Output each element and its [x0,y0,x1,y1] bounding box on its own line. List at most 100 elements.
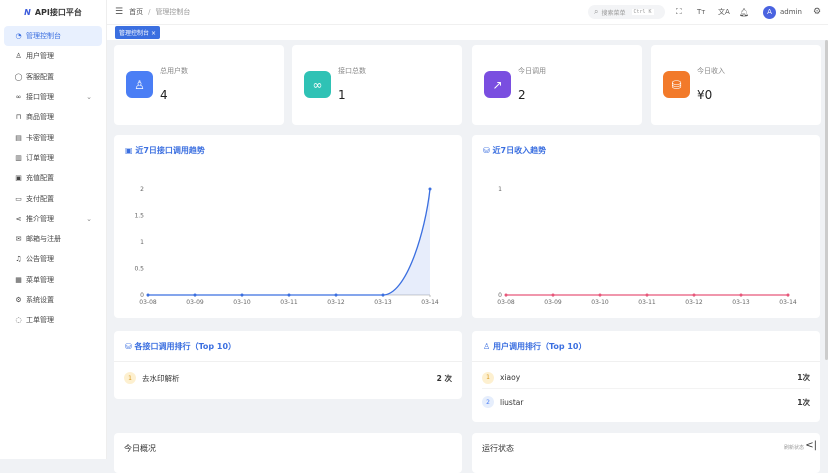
sidebar-item-13[interactable]: ⚙ 系统设置 [4,290,102,310]
sidebar-item-label: 充值配置 [26,174,54,183]
avatar[interactable]: A [763,5,776,19]
card-key-icon: ▤ [15,133,22,142]
data-point [692,293,696,297]
database-icon: ⛁ [125,342,132,351]
sidebar-item-label: 用户管理 [26,52,54,61]
sidebar-item-6[interactable]: ▥ 订单管理 [4,148,102,168]
y-tick-label: 1.5 [134,213,144,220]
api-rank-card: ⛁ 各接口调用排行（Top 10） 1 去水印解析 2 次 [114,331,462,399]
call-count: 1次 [797,373,810,382]
x-tick-label: 03-12 [327,299,345,306]
sidebar-item-label: 邮箱与注册 [26,235,61,244]
tab-dashboard[interactable]: 管理控制台 × [115,26,160,39]
sidebar-item-0[interactable]: ◔ 管理控制台 [4,26,102,47]
calls-chart: 0 0.5 1 1.5 2 03-08 03-09 03-10 03-11 03-12 03-13 0… [134,186,439,306]
sidebar-item-label: 商品管理 [26,113,54,122]
series-area [148,189,430,295]
user-icon: ♙ [126,71,153,98]
api-name: 去水印解析 [142,373,180,383]
x-tick-label: 03-10 [591,299,609,306]
close-icon[interactable]: × [150,30,156,37]
x-tick-label: 03-12 [685,299,703,306]
sidebar-item-1[interactable]: ♙ 用户管理 [4,46,102,66]
y-tick-label: 0 [498,292,502,299]
collapse-icon[interactable]: <| [805,440,817,451]
sidebar-item-9[interactable]: ⋖ 推介管理 ⌄ [4,209,102,229]
sidebar-item-10[interactable]: ✉ 邮箱与注册 [4,229,102,249]
sidebar-item-label: 订单管理 [26,153,54,162]
y-tick-label: 1 [140,239,144,246]
bell-icon[interactable]: 🔔︎ [739,7,750,17]
stat-label: 总用户数 [160,67,188,75]
search-box[interactable]: ⌕ 搜索菜单 Ctrl K [588,5,665,19]
data-point [645,293,649,297]
rank-badge: 2 [482,396,494,408]
scrollbar[interactable] [825,40,828,360]
x-tick-label: 03-14 [421,299,439,306]
translate-icon[interactable]: 文A [718,8,730,16]
user-icon: ♙ [15,52,22,61]
chevron-down-icon[interactable]: ⌄ [86,214,92,223]
sidebar-item-12[interactable]: ▦ 菜单管理 [4,270,102,290]
sidebar-item-2[interactable]: ◯ 客服配置 [4,67,102,87]
stat-card: ↗ 今日调用 2 [472,45,642,125]
sidebar-item-14[interactable]: ◌ 工单管理 [4,310,102,330]
chevron-down-icon[interactable]: ⌄ [86,93,92,102]
x-tick-label: 03-11 [638,299,656,306]
x-tick-label: 03-08 [497,299,515,306]
sidebar-item-11[interactable]: ♫ 公告管理 [4,249,102,269]
income-chart-card: ⛁ 近7日收入趋势 0 1 03-08 03-09 03-10 03-11 03-12 03-… [472,135,820,318]
today-overview-card: 今日概况 [114,433,462,473]
user-name: xiaoy [500,373,521,382]
fullscreen-icon[interactable]: ⛶ [676,7,682,16]
sidebar-item-4[interactable]: ⊓ 商品管理 [4,107,102,127]
sidebar-item-label: 支付配置 [26,194,54,203]
today-overview-title: 今日概况 [124,444,156,453]
sidebar-item-7[interactable]: ▣ 充值配置 [4,168,102,188]
rank-badge: 1 [124,372,136,384]
order-icon: ▥ [15,153,22,162]
breadcrumb-home[interactable]: 首页 [129,8,144,16]
chart-icon: ▣ [125,146,133,155]
menu-toggle-icon[interactable]: ☰ [115,7,124,17]
sidebar-item-label: 卡密管理 [26,133,54,142]
username[interactable]: admin [780,8,802,16]
grid-icon: ▦ [15,275,22,284]
stat-value: 1 [338,88,346,102]
data-point [240,293,244,297]
stat-label: 今日调用 [518,67,546,75]
sidebar-item-3[interactable]: ∞ 接口管理 ⌄ [4,87,102,107]
sidebar-item-5[interactable]: ▤ 卡密管理 [4,127,102,147]
data-point [428,187,432,191]
sidebar-item-label: 菜单管理 [26,275,54,284]
x-tick-label: 03-14 [779,299,797,306]
data-point [334,293,338,297]
y-tick-label: 0.5 [134,266,144,273]
y-tick-label: 2 [140,186,144,193]
y-tick-label: 0 [140,292,144,299]
x-tick-label: 03-11 [280,299,298,306]
settings-icon[interactable]: ⚙ [813,7,822,17]
user-rank-card: ♙ 用户调用排行（Top 10） 1 xiaoy 1次 2 liustar 1次 [472,331,820,422]
sidebar-item-label: 接口管理 [26,93,54,102]
data-point [551,293,555,297]
search-shortcut: Ctrl K [631,9,654,15]
font-size-icon[interactable]: Tт [697,8,706,16]
payment-icon: ▭ [15,194,22,203]
stat-value: ¥0 [697,88,713,102]
call-count: 1次 [797,397,810,407]
bell-icon: ♫ [15,255,22,264]
user-rank-title: ♙ 用户调用排行（Top 10） [483,342,587,351]
app-title: API接口平台 [34,7,82,17]
user-name: liustar [500,397,524,407]
data-point [739,293,743,297]
gear-icon: ⚙ [15,296,22,304]
stat-card: ♙ 总用户数 4 [114,45,284,125]
refresh-button[interactable]: 刷新状态 [783,445,804,451]
data-point [146,293,150,297]
tab-label: 管理控制台 [119,30,150,37]
app-logo[interactable]: N API接口平台 [0,0,106,24]
bag-icon: ⊓ [15,113,22,122]
sidebar-item-8[interactable]: ▭ 支付配置 [4,188,102,208]
x-tick-label: 03-08 [139,299,157,306]
